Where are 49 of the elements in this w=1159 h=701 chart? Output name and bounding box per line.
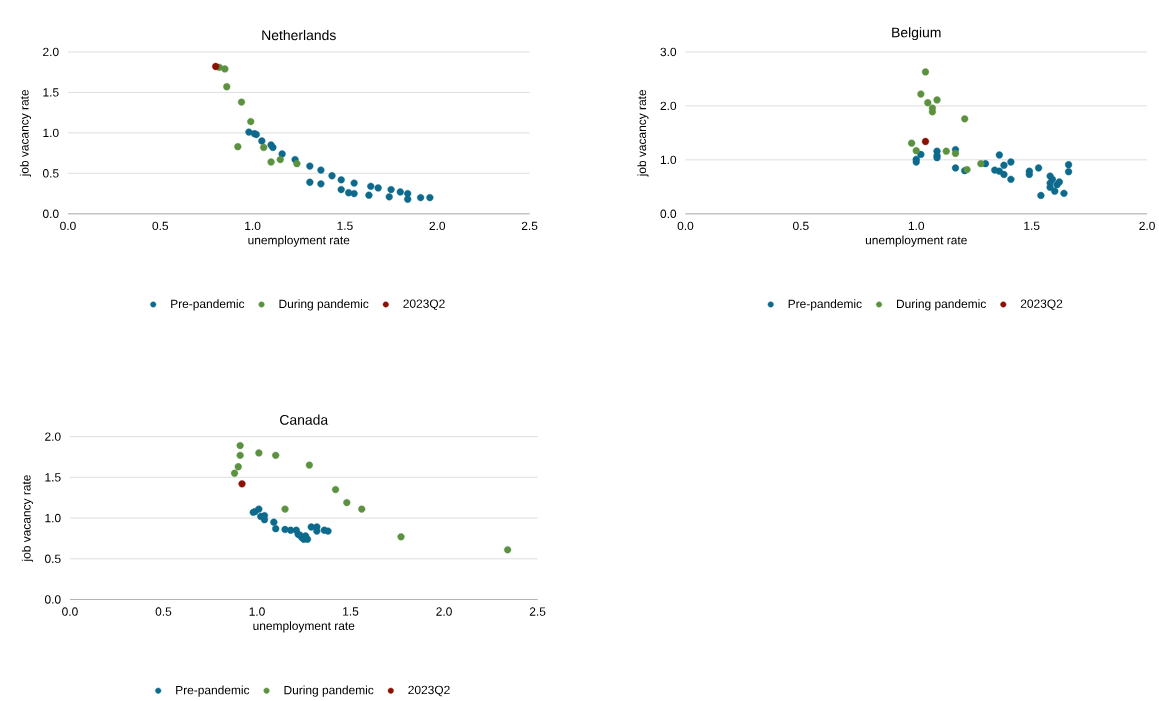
- y-tick-label: 1.0: [45, 513, 61, 523]
- x-tick-label: 2.0: [1139, 221, 1155, 230]
- y-tick-label: 1.5: [43, 88, 59, 97]
- x-tick-label: 0.5: [152, 221, 169, 230]
- x-tick-label: 0.0: [60, 221, 76, 230]
- x-tick-label: 0.0: [677, 221, 694, 230]
- y-axis-title: job vacancy rate: [21, 474, 33, 562]
- x-axis-title: unemployment rate: [865, 235, 967, 247]
- legend-label: Pre-pandemic: [788, 299, 862, 311]
- x-tick-label: 2.5: [529, 607, 546, 616]
- y-tick-label: 2.0: [43, 47, 59, 56]
- x-tick-label: 2.0: [436, 607, 452, 616]
- x-tick-label: 1.0: [245, 221, 261, 230]
- y-tick-label: 1.5: [45, 472, 61, 482]
- x-tick-label: 2.0: [429, 221, 446, 230]
- chart-title: Canada: [280, 414, 329, 425]
- legend-label: 2023Q2: [1020, 299, 1063, 310]
- y-tick-label: 0.5: [44, 554, 61, 563]
- legend-label: Pre-pandemic: [176, 685, 250, 697]
- y-tick-label: 0.0: [42, 209, 59, 218]
- x-axis-title: unemployment rate: [248, 235, 350, 247]
- x-tick-label: 2.5: [521, 221, 538, 230]
- chart-title: Netherlands: [262, 29, 336, 40]
- legend-label: During pandemic: [897, 299, 986, 311]
- y-tick-label: 2.0: [660, 101, 677, 110]
- x-tick-label: 0.0: [62, 607, 78, 616]
- x-tick-label: 0.5: [155, 607, 172, 616]
- x-tick-label: 1.0: [908, 221, 925, 230]
- legend-label: During pandemic: [284, 685, 374, 697]
- legend-label: 2023Q2: [408, 685, 450, 697]
- x-axis-title: unemployment rate: [253, 621, 355, 633]
- x-tick-label: 1.0: [249, 607, 265, 616]
- y-tick-label: 2.0: [45, 432, 61, 441]
- y-tick-label: 3.0: [660, 47, 677, 56]
- y-tick-label: 0.0: [44, 595, 61, 604]
- x-tick-label: 1.5: [337, 221, 353, 230]
- y-tick-label: 0.0: [660, 209, 677, 218]
- x-tick-label: 1.5: [1024, 221, 1040, 230]
- y-axis-title: job vacancy rate: [19, 89, 31, 177]
- x-tick-label: 0.5: [793, 221, 809, 230]
- legend-label: 2023Q2: [403, 299, 445, 310]
- legend-label: During pandemic: [279, 299, 369, 311]
- legend-label: Pre-pandemic: [171, 299, 245, 311]
- y-axis-title: job vacancy rate: [637, 89, 649, 177]
- y-tick-label: 1.0: [43, 128, 59, 137]
- chart-title: Belgium: [892, 26, 941, 40]
- y-tick-label: 0.5: [42, 168, 59, 178]
- x-tick-label: 1.5: [343, 607, 359, 616]
- y-tick-label: 1.0: [660, 155, 677, 164]
